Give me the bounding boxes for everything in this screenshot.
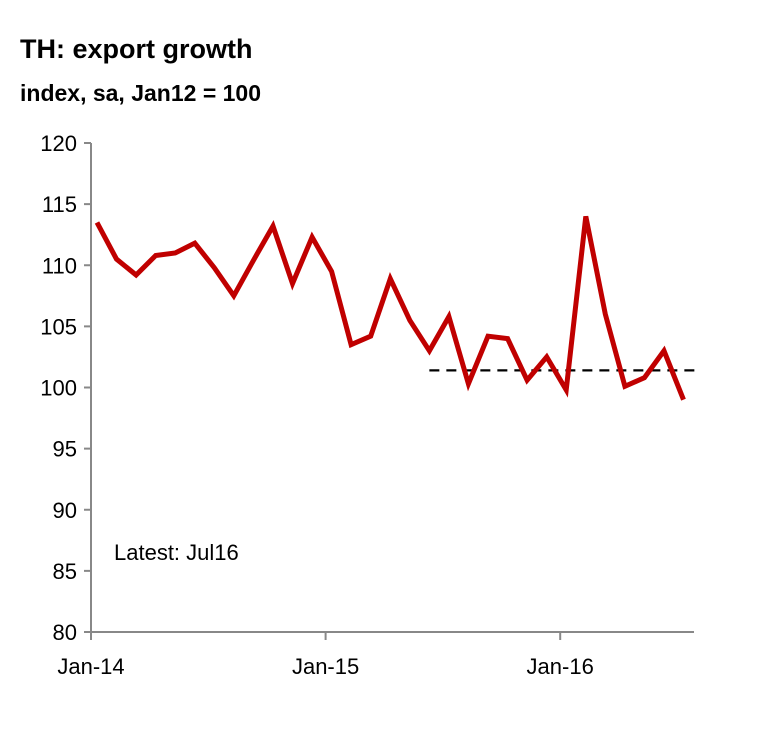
series-line [94, 215, 686, 401]
y-tick-label: 115 [42, 192, 77, 217]
y-tick-label: 120 [40, 131, 77, 156]
latest-annotation: Latest: Jul16 [114, 540, 239, 565]
y-tick-label: 90 [53, 498, 77, 523]
chart-subtitle: index, sa, Jan12 = 100 [20, 80, 262, 106]
y-tick-label: 95 [53, 437, 77, 462]
x-tick-label: Jan-16 [527, 654, 594, 679]
y-tick-label: 100 [40, 376, 77, 401]
y-tick-label: 105 [40, 314, 77, 339]
x-axis: Jan-14 Jan-15 Jan-16 [57, 631, 694, 679]
y-tick-label: 85 [53, 559, 77, 584]
chart-title: TH: export growth [20, 34, 253, 64]
x-tick-label: Jan-15 [292, 654, 359, 679]
series-group [94, 215, 686, 401]
y-axis: 80 85 90 95 100 105 110 115 120 [40, 131, 92, 645]
y-tick-label: 110 [42, 253, 77, 278]
y-tick-label: 80 [53, 620, 77, 645]
x-tick-label: Jan-14 [57, 654, 124, 679]
